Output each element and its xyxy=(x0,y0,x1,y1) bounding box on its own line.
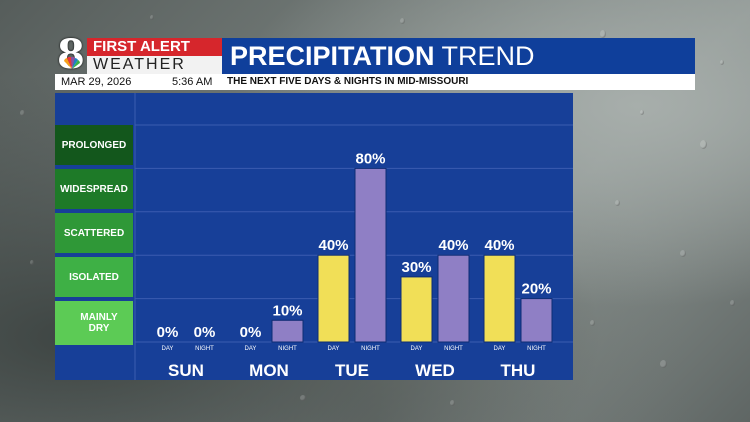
bar-night-tue xyxy=(354,167,387,343)
station-logo: 8 FIRST ALERT WEATHER xyxy=(55,31,222,78)
value-label: 0% xyxy=(240,324,262,341)
bar-night-thu xyxy=(520,298,553,343)
period-label: DAY xyxy=(245,346,257,352)
period-label: NIGHT xyxy=(527,346,546,352)
legend-isolated: ISOLATED xyxy=(55,257,133,299)
logo-number: 8 xyxy=(57,31,85,78)
period-label: NIGHT xyxy=(278,346,297,352)
period-label: NIGHT xyxy=(361,346,380,352)
day-label-sun: SUN xyxy=(168,361,204,380)
coverage-legend: PROLONGED WIDESPREAD SCATTERED ISOLATED … xyxy=(55,125,133,347)
bar-night-wed xyxy=(437,254,470,343)
value-label: 0% xyxy=(194,324,216,341)
period-label: NIGHT xyxy=(195,346,214,352)
bar-day-wed xyxy=(400,276,433,343)
period-label: DAY xyxy=(494,346,506,352)
period-label: NIGHT xyxy=(444,346,463,352)
period-label: DAY xyxy=(328,346,340,352)
date-label: MAR 29, 2026 xyxy=(61,76,132,88)
value-label: 30% xyxy=(401,259,431,276)
title-bar: PRECIPITATION TREND xyxy=(222,38,695,74)
period-label: DAY xyxy=(411,346,423,352)
subtitle: THE NEXT FIVE DAYS & NIGHTS IN MID-MISSO… xyxy=(227,76,469,87)
day-label-mon: MON xyxy=(249,361,289,380)
chart-panel: 0% DAY 0% NIGHT SUN 0% DAY 10% NIGHT MON 40% DAY 80%… xyxy=(55,93,573,380)
bar-night-mon xyxy=(271,319,304,343)
page-title: PRECIPITATION TREND xyxy=(230,41,535,71)
title-light: TREND xyxy=(441,41,535,71)
value-label: 40% xyxy=(438,237,468,254)
time-label: 5:36 AM xyxy=(172,76,213,88)
legend-scattered: SCATTERED xyxy=(55,213,133,255)
logo-weather: WEATHER xyxy=(87,56,222,74)
title-bold: PRECIPITATION xyxy=(230,41,435,71)
value-label: 80% xyxy=(355,150,385,167)
bar-day-tue xyxy=(317,254,350,343)
day-label-thu: THU xyxy=(501,361,536,380)
info-bar: MAR 29, 2026 5:36 AM THE NEXT FIVE DAYS … xyxy=(55,74,695,90)
value-label: 40% xyxy=(318,237,348,254)
value-label: 10% xyxy=(272,302,302,319)
value-label: 20% xyxy=(521,281,551,298)
day-label-wed: WED xyxy=(415,361,455,380)
period-label: DAY xyxy=(162,346,174,352)
legend-mainly-dry: MAINLY DRY xyxy=(55,301,133,347)
legend-widespread: WIDESPREAD xyxy=(55,169,133,211)
bar-day-thu xyxy=(483,254,516,343)
value-label: 40% xyxy=(484,237,514,254)
precip-chart: 0% DAY 0% NIGHT SUN 0% DAY 10% NIGHT MON 40% DAY 80%… xyxy=(134,93,573,380)
legend-prolonged: PROLONGED xyxy=(55,125,133,167)
value-label: 0% xyxy=(157,324,179,341)
day-label-tue: TUE xyxy=(335,361,369,380)
logo-first-alert: FIRST ALERT xyxy=(87,38,222,56)
peacock-icon xyxy=(64,57,80,69)
